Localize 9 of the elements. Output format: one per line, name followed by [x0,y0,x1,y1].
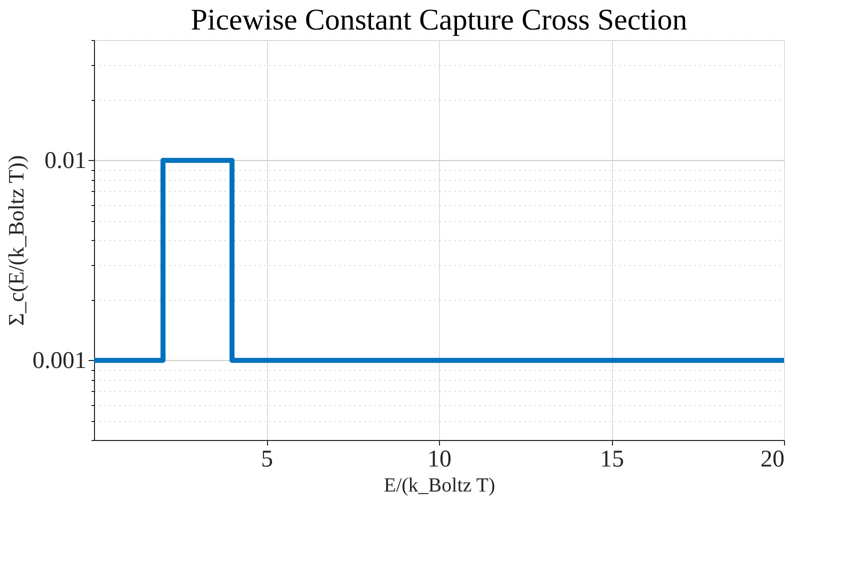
chart-title: Picewise Constant Capture Cross Section [190,4,688,36]
y-tick-label: 0.001 [32,348,86,374]
x-tick-label: 15 [600,446,624,472]
x-tick-label: 5 [261,446,273,472]
x-tick-label: 20 [760,446,784,472]
x-tick-label: 10 [428,446,452,472]
y-tick-label: 0.01 [44,148,86,174]
y-axis-title: Σ_c(E/(k_Boltz T)) [4,155,28,326]
x-axis-title: E/(k_Boltz T) [384,474,496,496]
